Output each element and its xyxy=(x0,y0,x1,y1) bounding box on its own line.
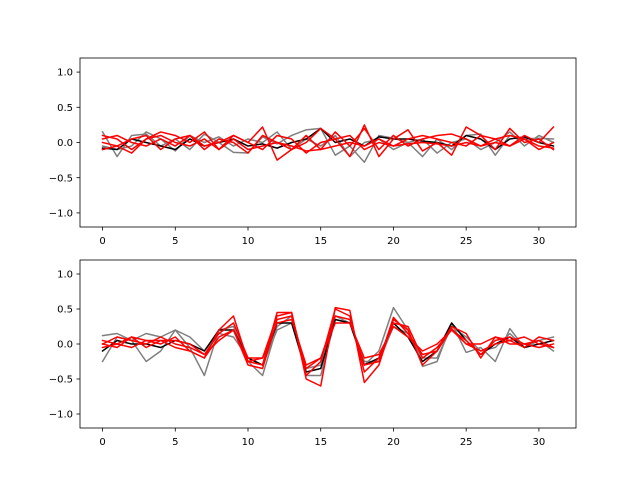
y-tick-label-1-3: 0.5 xyxy=(57,305,73,316)
x-tick-label-1-6: 30 xyxy=(533,437,546,448)
y-tick-label-0-1: −0.5 xyxy=(49,173,73,184)
series-line-0-6 xyxy=(101,134,555,154)
series-line-1-6 xyxy=(101,318,555,366)
x-tick-label-0-5: 25 xyxy=(460,236,473,247)
x-tick-label-0-4: 20 xyxy=(387,236,400,247)
y-tick-label-0-3: 0.5 xyxy=(57,103,73,114)
x-tick-label-1-4: 20 xyxy=(387,437,400,448)
subplot-bottom: 0 5 10 15 20 25 30 −1.0 −0.5 0.0 0.5 1.0 xyxy=(49,259,577,448)
x-tick-label-0-2: 10 xyxy=(242,236,255,247)
x-tick-label-1-1: 5 xyxy=(172,437,178,448)
series-line-0-2 xyxy=(101,127,555,151)
y-tick-label-0-0: −1.0 xyxy=(49,209,73,220)
x-tick-label-1-5: 25 xyxy=(460,437,473,448)
x-tick-label-1-3: 15 xyxy=(314,437,327,448)
subplot-top: 0 5 10 15 20 25 30 −1.0 −0.5 0.0 0.5 1.0 xyxy=(49,57,577,247)
series-line-0-5 xyxy=(101,125,555,154)
series-line-1-5 xyxy=(101,315,555,370)
y-tick-label-1-2: 0.0 xyxy=(57,340,73,351)
series-line-1-3 xyxy=(101,306,555,387)
y-tick-label-1-0: −1.0 xyxy=(49,410,73,421)
y-tick-label-0-2: 0.0 xyxy=(57,138,73,149)
x-tick-label-0-3: 15 xyxy=(314,236,327,247)
x-tick-label-0-6: 30 xyxy=(533,236,546,247)
y-tick-label-0-4: 1.0 xyxy=(57,68,73,79)
x-tick-label-1-0: 0 xyxy=(99,437,105,448)
x-tick-label-0-1: 5 xyxy=(172,236,178,247)
x-tick-label-1-2: 10 xyxy=(242,437,255,448)
series-line-0-3 xyxy=(101,124,555,161)
y-tick-label-1-4: 1.0 xyxy=(57,270,73,281)
x-tick-label-0-0: 0 xyxy=(99,236,105,247)
y-tick-label-1-1: −0.5 xyxy=(49,375,73,386)
